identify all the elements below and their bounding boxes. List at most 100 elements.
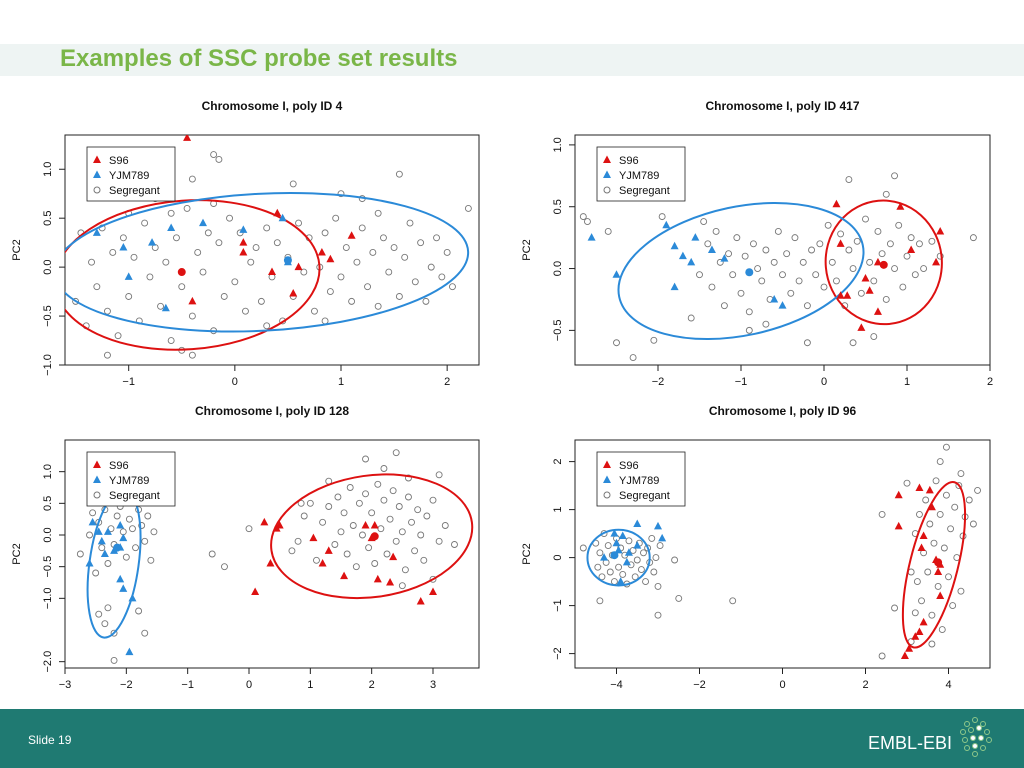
segregant-point (435, 537, 443, 545)
segregant-point (648, 534, 656, 542)
segregant-point (362, 490, 369, 498)
segregant-point (716, 258, 724, 266)
x-tick-label: −2 (120, 679, 133, 691)
legend-label: Segregant (619, 490, 670, 502)
yjm789-point (600, 553, 609, 561)
x-tick-label: −1 (181, 679, 194, 691)
segregant-point (167, 337, 175, 344)
s96-point (873, 257, 882, 266)
yjm789-point (633, 519, 642, 527)
segregant-point (449, 283, 456, 291)
segregant-point (321, 229, 329, 237)
segregant-point (637, 566, 645, 574)
legend-marker (603, 475, 611, 483)
segregant-point (364, 283, 371, 291)
s96-point (275, 521, 284, 529)
y-tick-label: 0.5 (42, 211, 54, 226)
segregant-point (72, 297, 80, 305)
segregant-point (928, 640, 936, 648)
segregant-point (242, 307, 249, 315)
segregant-point (916, 510, 923, 518)
y-axis-label: PC2 (11, 239, 23, 260)
segregant-point (294, 537, 302, 545)
segregant-point (762, 320, 770, 328)
segregant-point (188, 175, 196, 183)
segregant-point (199, 268, 207, 276)
segregant-point (625, 537, 633, 545)
segregant-point (907, 234, 915, 242)
yjm789-point (92, 228, 101, 236)
chart-panel-3: Chromosome I, poly ID 128 −2.0 −1.0 −0.5 0.0… (11, 404, 480, 691)
s96-point (266, 559, 275, 567)
segregant-point (754, 265, 762, 272)
segregant-point (955, 482, 963, 490)
segregant-point (974, 486, 981, 494)
s96-ellipse (270, 473, 474, 600)
segregant-point (395, 503, 403, 510)
segregant-point (866, 258, 874, 266)
y-axis-label: PC2 (521, 543, 533, 564)
x-tick-label: −1 (122, 376, 135, 388)
segregant-point (295, 219, 302, 227)
segregant-point (297, 499, 305, 507)
segregant-point (141, 537, 149, 545)
segregant-point (110, 629, 118, 637)
segregant-point (928, 237, 936, 245)
legend-marker (93, 460, 101, 468)
s96-point (865, 286, 874, 294)
segregant-point (208, 550, 216, 558)
segregant-point (874, 228, 882, 235)
segregant-point (405, 493, 412, 501)
y-tick-label: 0.5 (42, 496, 54, 511)
segregant-point (411, 547, 419, 555)
segregant-point (188, 312, 196, 320)
segregant-point (708, 283, 716, 291)
s96-point (843, 291, 852, 299)
title-band (0, 44, 1024, 76)
segregant-point (98, 544, 106, 552)
segregant-point (245, 525, 253, 533)
s96-point (900, 651, 909, 659)
legend-label: S96 (109, 460, 129, 472)
segregant-point (604, 228, 612, 235)
segregant-point (114, 332, 122, 340)
x-tick-label: 1 (307, 679, 313, 691)
segregant-point (337, 273, 345, 281)
segregant-point (122, 553, 130, 561)
s96-point (317, 247, 326, 256)
segregant-point (696, 271, 703, 279)
s96-point (289, 289, 298, 297)
s96-point (386, 578, 395, 586)
segregant-point (629, 546, 637, 554)
s96-ellipse (65, 199, 321, 351)
segregant-point (857, 289, 865, 297)
segregant-point (215, 156, 223, 163)
x-tick-label: −3 (59, 679, 72, 691)
chart-title: Chromosome I, poly ID 128 (195, 404, 349, 418)
legend: S96 YJM789 Segregant (86, 451, 176, 507)
x-tick-label: 2 (862, 679, 868, 691)
segregant-point (930, 539, 938, 547)
yjm789-point (778, 301, 787, 309)
segregant-point (631, 573, 639, 581)
chart-panel-2: Chromosome I, poly ID 417 −0.5 0.0 0.5 1.0 PC… (521, 99, 993, 388)
legend-marker (603, 170, 611, 178)
segregant-point (845, 176, 853, 183)
segregant-point (606, 568, 614, 576)
segregant-point (918, 597, 925, 605)
segregant-point (435, 471, 443, 479)
y-tick-label: −2.0 (42, 651, 54, 673)
y-tick-label: 1.0 (42, 162, 54, 177)
segregant-point (891, 172, 898, 180)
segregant-point (969, 234, 977, 242)
legend-label: S96 (619, 155, 639, 167)
segregant-point (226, 214, 233, 222)
segregant-point (194, 248, 202, 256)
segregant-point (88, 258, 95, 266)
segregant-point (95, 610, 103, 618)
x-tick-label: 1 (338, 376, 344, 388)
segregant-point (359, 531, 366, 539)
segregant-point (803, 302, 811, 310)
segregant-point (398, 582, 406, 590)
slide-number: Slide 19 (28, 733, 72, 747)
